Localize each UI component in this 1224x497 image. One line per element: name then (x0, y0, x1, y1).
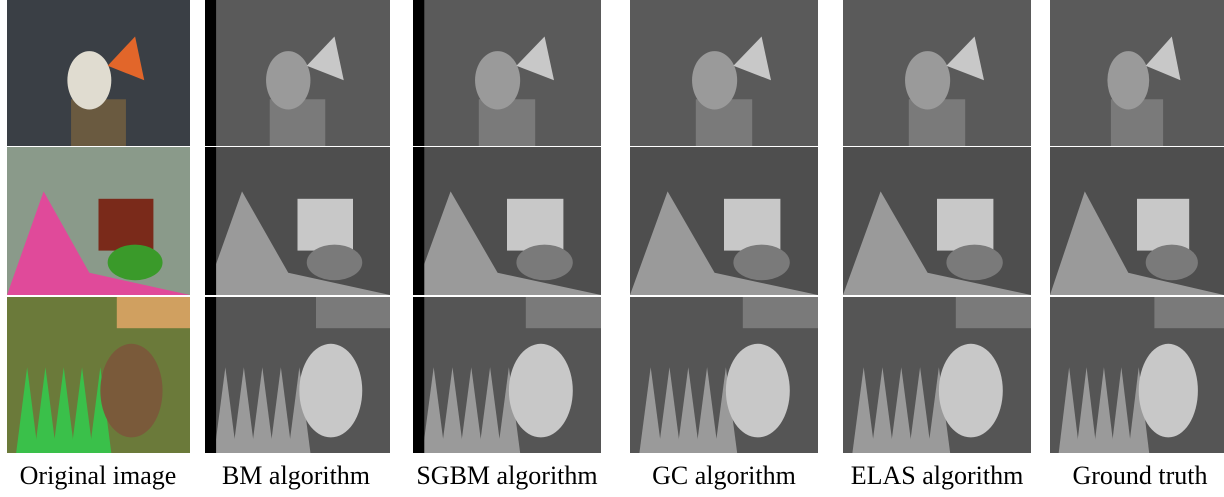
region (507, 199, 563, 251)
caption: ELAS algorithm (851, 461, 1024, 490)
occlusion-band (413, 147, 424, 295)
region (726, 344, 790, 438)
region (67, 51, 111, 109)
region (108, 245, 163, 281)
region (692, 51, 737, 109)
caption: BM algorithm (222, 461, 370, 490)
region (509, 344, 573, 438)
region (1107, 51, 1149, 109)
region (724, 199, 780, 251)
region (117, 297, 190, 328)
caption: Ground truth (1072, 461, 1207, 490)
caption: SGBM algorithm (416, 461, 597, 490)
region (516, 245, 572, 281)
region (307, 245, 363, 281)
region (1139, 344, 1198, 438)
region (526, 297, 601, 328)
region (956, 297, 1031, 328)
caption: Original image (20, 461, 177, 490)
occlusion-band (205, 0, 216, 146)
region (299, 344, 362, 438)
figure: Original image BM algorithm SGBM algorit… (0, 0, 1224, 497)
region (298, 199, 354, 251)
region (99, 199, 154, 251)
region (939, 344, 1003, 438)
region (1146, 245, 1198, 281)
occlusion-band (413, 297, 424, 453)
occlusion-band (205, 147, 216, 295)
caption: GC algorithm (652, 461, 796, 490)
region (316, 297, 390, 328)
region (266, 51, 310, 109)
occlusion-band (205, 297, 216, 453)
image-grid (7, 0, 1224, 453)
region (937, 199, 993, 251)
region (475, 51, 520, 109)
region (1154, 297, 1224, 328)
region (1137, 199, 1189, 251)
region (946, 245, 1002, 281)
region (743, 297, 818, 328)
region (100, 344, 162, 438)
occlusion-band (413, 0, 424, 146)
region (905, 51, 950, 109)
region (733, 245, 789, 281)
